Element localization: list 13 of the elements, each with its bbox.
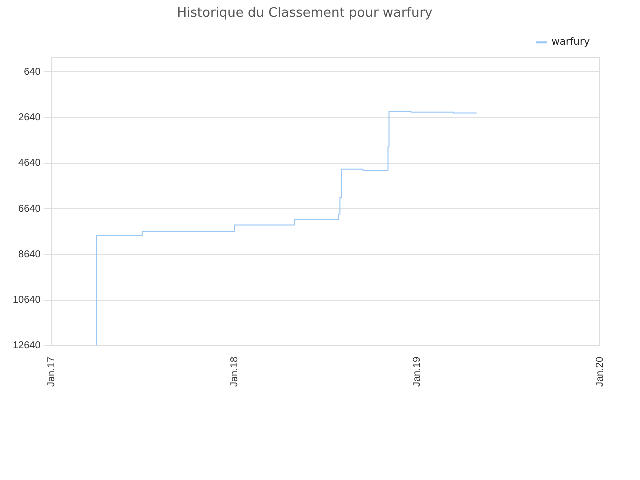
x-tick-label: Jan.18	[229, 356, 240, 388]
y-tick-label: 4640	[18, 158, 42, 170]
legend-label: warfury	[552, 37, 590, 48]
x-tick-label: Jan.19	[412, 356, 424, 388]
y-tick-label: 6640	[18, 204, 42, 215]
y-tick-label: 8640	[18, 249, 42, 260]
y-tick-label: 640	[24, 66, 42, 78]
chart-title: Historique du Classement pour warfury	[177, 6, 434, 22]
y-tick-label: 12640	[12, 340, 42, 352]
y-tick-label: 10640	[12, 295, 42, 306]
x-tick-label: Jan.17	[46, 356, 58, 388]
x-tick-label: Jan.20	[594, 356, 606, 388]
y-tick-label: 2640	[18, 112, 42, 124]
